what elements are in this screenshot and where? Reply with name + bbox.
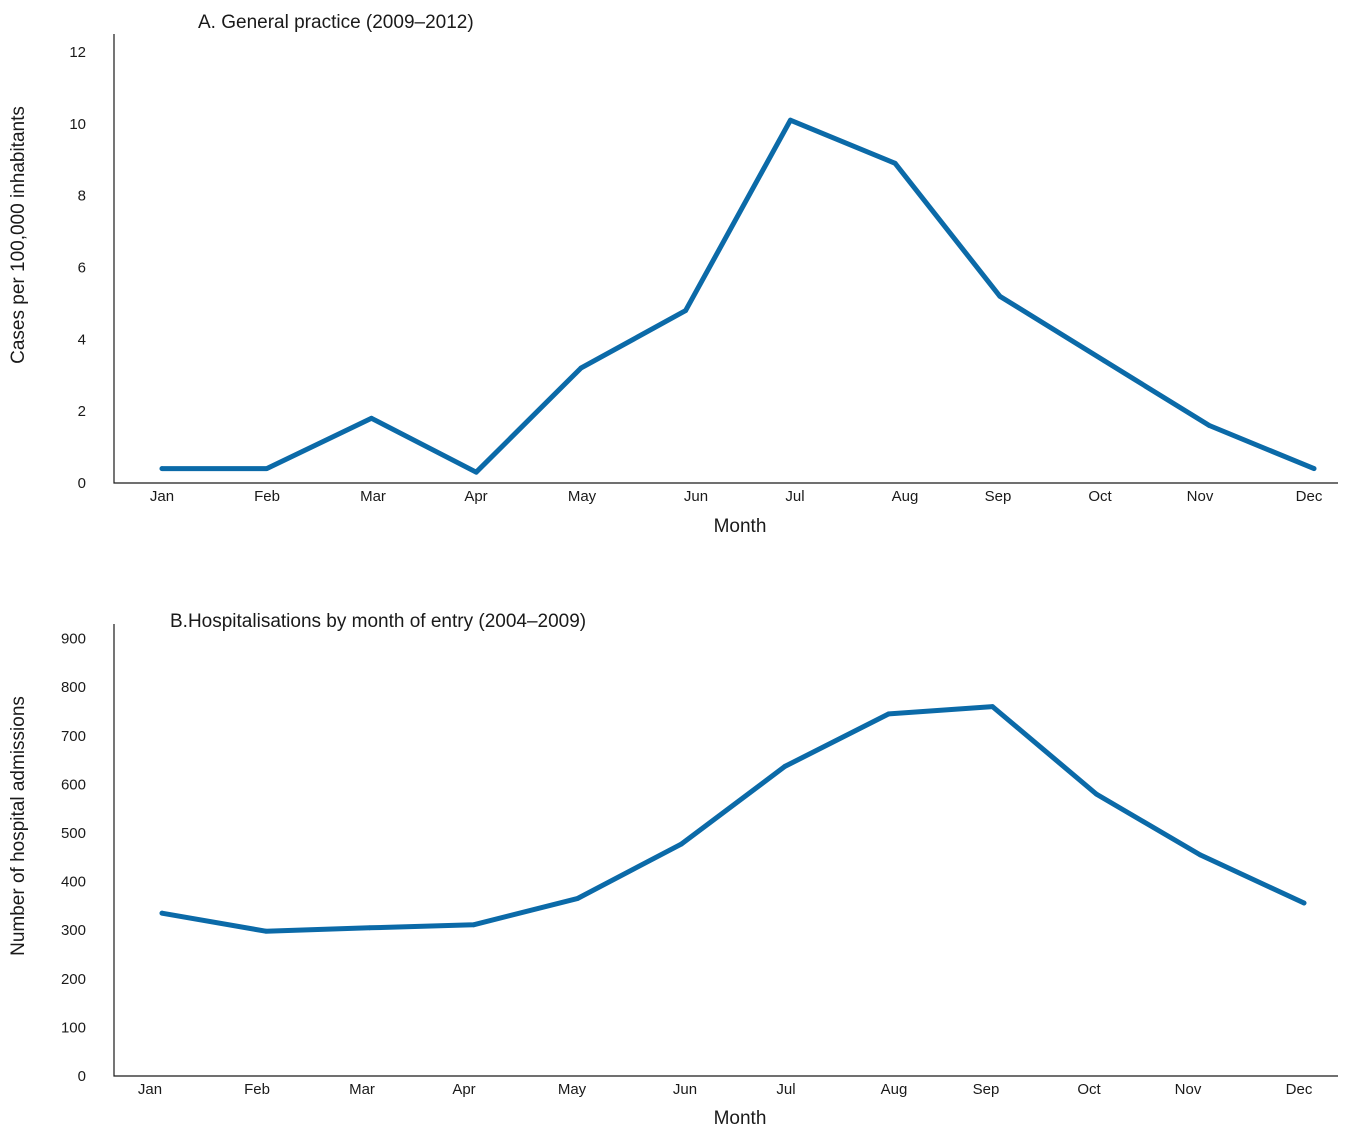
data-point	[678, 841, 684, 847]
y-tick-label: 8	[78, 188, 86, 205]
chart-title: B.Hospitalisations by month of entry (20…	[170, 611, 586, 632]
x-tick-label: Jan	[138, 1081, 162, 1098]
y-tick-label: 600	[61, 776, 86, 793]
chart-panel-a: A. General practice (2009–2012) 0 2 4 6 8 10 12…	[8, 12, 1338, 537]
series-line	[159, 117, 1317, 475]
data-point	[1102, 358, 1107, 364]
data-point	[473, 469, 479, 475]
series-line	[159, 704, 1307, 934]
x-tick-label: Mar	[349, 1081, 375, 1098]
y-tick-label: 500	[61, 825, 86, 842]
x-axis-title: Month	[714, 1108, 767, 1127]
x-tick-label: Aug	[892, 488, 919, 505]
x-axis-title: Month	[714, 516, 767, 537]
x-tick-label: May	[558, 1081, 587, 1098]
data-point	[369, 415, 374, 421]
x-tick-label: May	[568, 488, 597, 505]
x-tick-label: Feb	[244, 1081, 270, 1098]
x-tick-label: Jul	[776, 1081, 795, 1098]
y-axis-title: Cases per 100,000 inhabitants	[8, 106, 29, 364]
y-tick-label: 200	[61, 971, 86, 988]
data-point	[997, 293, 1003, 299]
data-point	[1197, 852, 1203, 858]
data-point	[574, 896, 580, 901]
data-point	[578, 365, 584, 371]
x-tick-label: Aug	[881, 1081, 908, 1098]
x-tick-label: Jun	[673, 1081, 697, 1098]
chart-panel-b: B.Hospitalisations by month of entry (20…	[8, 611, 1338, 1127]
y-tick-label: 900	[61, 631, 86, 648]
x-tick-label: Dec	[1286, 1081, 1313, 1098]
data-point	[367, 925, 372, 931]
y-tick-label: 10	[69, 116, 86, 133]
x-tick-label: Apr	[452, 1081, 475, 1098]
data-point	[159, 910, 165, 916]
data-point	[1094, 791, 1099, 797]
y-tick-label: 12	[69, 44, 86, 61]
data-point	[1311, 466, 1317, 471]
data-point	[886, 711, 892, 717]
x-tick-label: Sep	[985, 488, 1012, 505]
x-tick-label: Dec	[1296, 488, 1323, 505]
data-point	[159, 466, 165, 471]
data-point	[1206, 423, 1212, 428]
y-tick-label: 6	[78, 259, 86, 276]
y-tick-label: 400	[61, 874, 86, 891]
x-tick-label: Oct	[1088, 488, 1112, 505]
x-tick-label: Jun	[684, 488, 708, 505]
x-tick-label: Oct	[1077, 1081, 1101, 1098]
data-point	[892, 160, 898, 166]
data-point	[471, 922, 476, 928]
y-tick-label: 300	[61, 922, 86, 939]
y-tick-label: 700	[61, 728, 86, 745]
axis-frame	[113, 34, 1338, 484]
x-tick-label: Jul	[785, 488, 804, 505]
x-tick-label: Nov	[1187, 488, 1214, 505]
chart-title: A. General practice (2009–2012)	[198, 12, 474, 33]
data-point	[788, 117, 793, 123]
data-point	[990, 704, 995, 709]
y-tick-label: 2	[78, 403, 86, 420]
y-tick-label: 4	[78, 331, 86, 348]
y-axis-title: Number of hospital admissions	[8, 696, 29, 956]
y-tick-label: 100	[61, 1019, 86, 1036]
data-point	[782, 764, 788, 769]
y-tick-label: 800	[61, 679, 86, 696]
axis-frame	[113, 624, 1338, 1077]
x-tick-label: Nov	[1175, 1081, 1202, 1098]
data-point	[683, 308, 688, 313]
data-point	[263, 928, 269, 934]
data-point	[1301, 900, 1307, 906]
y-tick-label: 0	[78, 475, 86, 492]
x-tick-label: Mar	[360, 488, 386, 505]
data-point	[264, 466, 270, 471]
x-tick-label: Jan	[150, 488, 174, 505]
y-tick-label: 0	[78, 1068, 86, 1085]
x-tick-label: Feb	[254, 488, 280, 505]
x-tick-label: Apr	[464, 488, 487, 505]
x-tick-label: Sep	[973, 1081, 1000, 1098]
